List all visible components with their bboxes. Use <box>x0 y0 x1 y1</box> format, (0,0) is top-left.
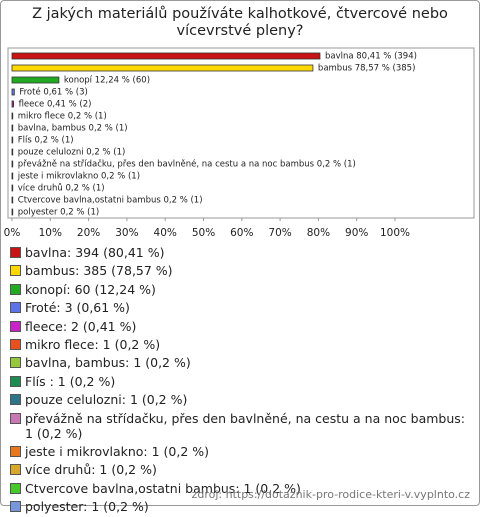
legend-label: Ctvercove bavlna,ostatni bambus: 1 (0,2 … <box>25 480 301 496</box>
x-tick-label: 60% <box>230 227 253 239</box>
legend-label: bavlna, bambus: 1 (0,2 %) <box>25 355 191 371</box>
chart-title: Z jakých materiálů používáte kalhotkové,… <box>32 6 448 39</box>
legend-swatch <box>10 338 21 350</box>
legend-item: Flís : 1 (0,2 %) <box>10 374 475 389</box>
source: zdroj: https://dotaznik-pro-rodice-kteri… <box>191 488 470 501</box>
legend-swatch <box>10 302 21 314</box>
bar <box>11 88 15 96</box>
legend-item: pouze celulozni: 1 (0,2 %) <box>10 392 475 407</box>
x-tick-label: 50% <box>192 227 215 239</box>
x-tick-label: 30% <box>115 227 138 239</box>
bar <box>11 124 14 132</box>
value-label: pouze celulozni 0,2 % (1) <box>18 148 126 158</box>
legend-label: fleece: 2 (0,41 %) <box>25 318 137 334</box>
value-label: fleece 0,41 % (2) <box>19 100 92 110</box>
bar <box>11 52 321 60</box>
legend-swatch <box>10 375 21 387</box>
bar <box>11 208 14 216</box>
x-tick-label: 0% <box>4 227 21 239</box>
bar <box>11 184 14 192</box>
plot-frame <box>7 47 475 219</box>
legend-swatch <box>10 394 21 406</box>
legend-item: bavlna: 394 (80,41 %) <box>10 245 475 260</box>
bar <box>11 112 14 120</box>
bar <box>11 76 60 84</box>
legend-swatch <box>10 283 21 295</box>
legend-item: polyester: 1 (0,2 %) <box>10 499 475 514</box>
legend-label: bambus: 385 (78,57 %) <box>25 263 173 279</box>
value-label: polyester 0,2 % (1) <box>18 208 99 218</box>
legend-swatch <box>10 412 21 424</box>
legend-label: Froté: 3 (0,61 %) <box>25 300 130 316</box>
value-label: Froté 0,61 % (3) <box>19 87 88 98</box>
bar <box>11 136 14 144</box>
bar <box>11 196 14 204</box>
x-tick-label: 100% <box>380 227 410 239</box>
bar <box>11 172 14 180</box>
legend-item: fleece: 2 (0,41 %) <box>10 319 475 334</box>
value-label: více druhů 0,2 % (1) <box>18 183 105 194</box>
value-label: Flís 0,2 % (1) <box>18 136 74 146</box>
legend-label: jeste i mikrovlakno: 1 (0,2 %) <box>25 443 210 459</box>
x-tick-label: 70% <box>268 227 291 239</box>
legend-item: bavlna, bambus: 1 (0,2 %) <box>10 355 475 370</box>
legend-swatch <box>10 357 21 369</box>
value-label: převážně na střídačku, přes den bavlněné… <box>18 159 356 170</box>
legend-item: mikro flece: 1 (0,2 %) <box>10 337 475 352</box>
legend-item: Ctvercove bavlna,ostatni bambus: 1 (0,2 … <box>10 481 475 496</box>
value-label: jeste i mikrovlakno 0,2 % (1) <box>17 172 140 182</box>
legend-item: převážně na střídačku, přes den bavlněné… <box>10 411 475 441</box>
legend-swatch <box>10 320 21 332</box>
value-label: bavlna 80,41 % (394) <box>325 52 417 62</box>
legend-label: konopí: 60 (12,24 %) <box>25 281 156 297</box>
x-tick-label: 80% <box>307 227 330 239</box>
x-tick-label: 20% <box>77 227 100 239</box>
chart: 0% 10% 20% 30% 40% 50% 60% 70% 80% 90% 100% bavlna … <box>4 47 475 239</box>
bar <box>11 148 14 156</box>
legend-label: pouze celulozni: 1 (0,2 %) <box>25 392 188 408</box>
legend-label: převážně na střídačku, přes den bavlněné… <box>25 410 465 441</box>
legend-item: bambus: 385 (78,57 %) <box>10 263 475 278</box>
x-tick-label: 10% <box>39 227 62 239</box>
legend-swatch <box>10 247 21 258</box>
value-label: Ctvercove bavlna,ostatni bambus 0,2 % (1… <box>18 196 203 206</box>
legend-label: bavlna: 394 (80,41 %) <box>25 245 165 260</box>
legend: bavlna: 394 (80,41 %) bambus: 385 (78,57 … <box>10 245 475 517</box>
legend-swatch <box>10 464 21 476</box>
legend-item: jeste i mikrovlakno: 1 (0,2 %) <box>10 444 475 459</box>
legend-swatch <box>10 445 21 457</box>
legend-item: více druhů: 1 (0,2 %) <box>10 462 475 477</box>
legend-label: více druhů: 1 (0,2 %) <box>25 462 157 478</box>
bar <box>11 100 14 108</box>
x-tick-label: 90% <box>345 227 368 239</box>
legend-item: konopí: 60 (12,24 %) <box>10 282 475 297</box>
bar <box>11 64 314 72</box>
legend-label: mikro flece: 1 (0,2 %) <box>25 336 161 352</box>
legend-label: Flís : 1 (0,2 %) <box>25 373 116 389</box>
legend-label: polyester: 1 (0,2 %) <box>25 499 149 515</box>
bar <box>11 160 14 168</box>
value-label: konopí 12,24 % (60) <box>64 76 150 86</box>
legend-swatch <box>10 501 21 513</box>
x-tick-label: 40% <box>154 227 177 239</box>
value-label: bambus 78,57 % (385) <box>318 64 415 74</box>
value-label: bavlna, bambus 0,2 % (1) <box>18 124 128 134</box>
value-label: mikro flece 0,2 % (1) <box>18 112 107 122</box>
legend-swatch <box>10 482 21 494</box>
legend-swatch <box>10 265 21 277</box>
legend-item: Froté: 3 (0,61 %) <box>10 300 475 315</box>
